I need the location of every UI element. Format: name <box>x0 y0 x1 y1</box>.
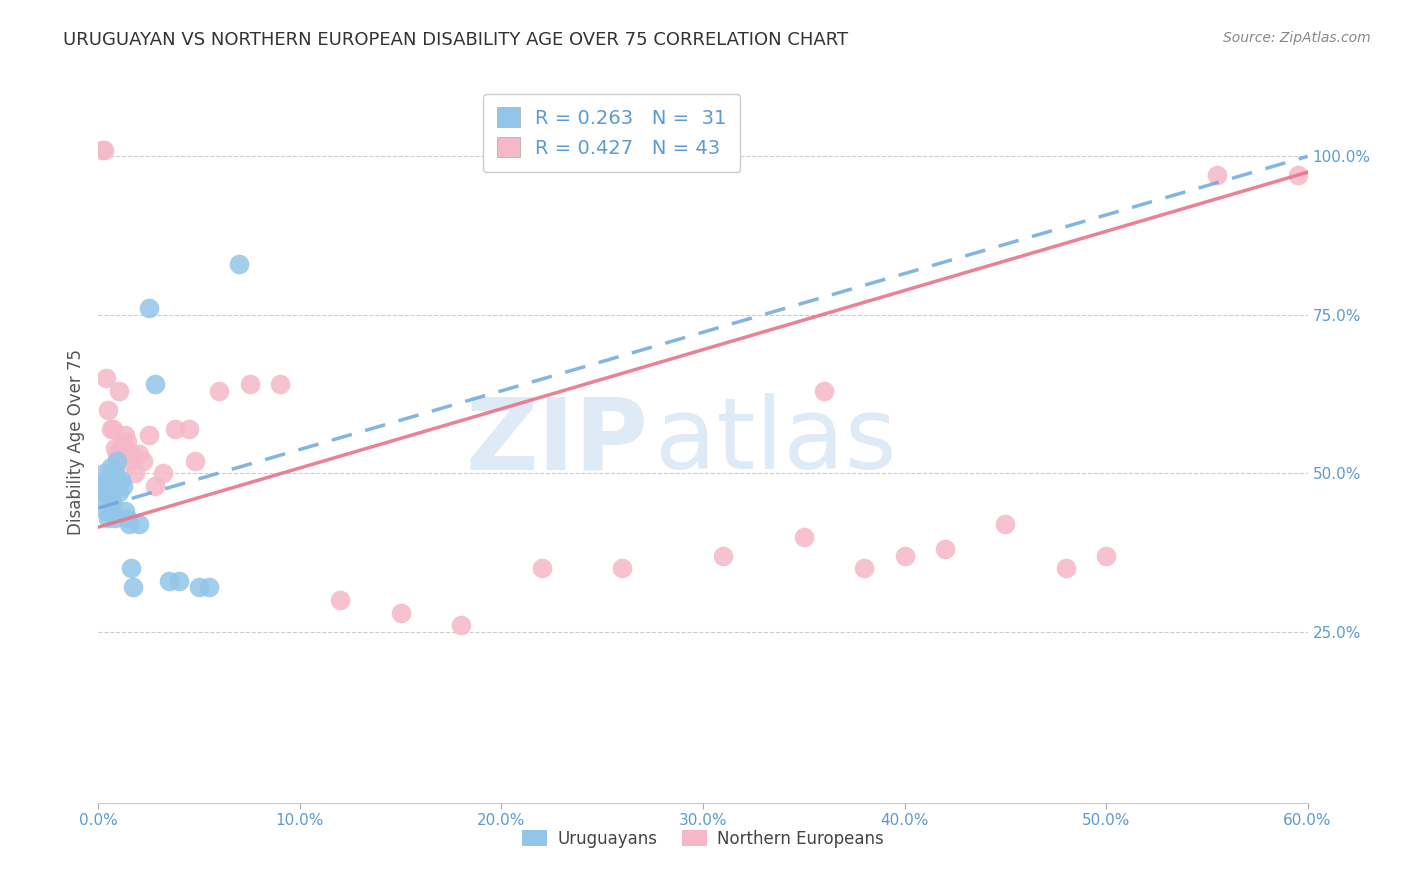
Point <box>208 384 231 398</box>
Point <box>93 467 115 481</box>
Point <box>793 530 815 544</box>
Point <box>101 422 124 436</box>
Point <box>389 606 412 620</box>
Point <box>198 580 221 594</box>
Point <box>89 479 111 493</box>
Point <box>115 434 138 449</box>
Point <box>103 441 125 455</box>
Point <box>93 143 115 157</box>
Point <box>103 467 125 481</box>
Point <box>91 143 114 157</box>
Point <box>329 593 352 607</box>
Point <box>100 422 122 436</box>
Legend: R = 0.263   N =  31, R = 0.427   N = 43: R = 0.263 N = 31, R = 0.427 N = 43 <box>484 94 741 171</box>
Point <box>97 402 120 417</box>
Point <box>239 377 262 392</box>
Point <box>103 510 125 524</box>
Point <box>96 473 118 487</box>
Point <box>114 504 136 518</box>
Point <box>128 516 150 531</box>
Point <box>530 561 553 575</box>
Point <box>107 485 129 500</box>
Point <box>934 542 956 557</box>
Point <box>813 384 835 398</box>
Point <box>91 485 114 500</box>
Point <box>128 447 150 461</box>
Point <box>118 453 141 467</box>
Point <box>1286 169 1309 183</box>
Point <box>167 574 190 588</box>
Point <box>93 491 115 506</box>
Point <box>994 516 1017 531</box>
Point <box>157 574 180 588</box>
Point <box>115 510 138 524</box>
Point <box>138 428 160 442</box>
Point <box>143 377 166 392</box>
Point <box>110 441 132 455</box>
Point <box>138 301 160 316</box>
Text: ZIP: ZIP <box>465 393 648 490</box>
Point <box>101 479 124 493</box>
Point <box>152 467 174 481</box>
Point <box>184 453 207 467</box>
Point <box>228 257 250 271</box>
Point <box>1054 561 1077 575</box>
Point <box>111 434 134 449</box>
Y-axis label: Disability Age Over 75: Disability Age Over 75 <box>66 349 84 534</box>
Point <box>179 422 201 436</box>
Point <box>101 498 124 512</box>
Point <box>124 467 146 481</box>
Point <box>711 549 734 563</box>
Point <box>111 479 134 493</box>
Point <box>1206 169 1229 183</box>
Point <box>107 384 129 398</box>
Point <box>893 549 915 563</box>
Point <box>96 371 118 385</box>
Point <box>120 561 142 575</box>
Point <box>96 504 118 518</box>
Point <box>97 510 120 524</box>
Point <box>114 428 136 442</box>
Point <box>853 561 876 575</box>
Point <box>188 580 211 594</box>
Text: Source: ZipAtlas.com: Source: ZipAtlas.com <box>1223 31 1371 45</box>
Point <box>143 479 166 493</box>
Point <box>450 618 472 632</box>
Point <box>612 561 634 575</box>
Point <box>100 491 122 506</box>
Point <box>163 422 186 436</box>
Point <box>105 453 128 467</box>
Text: atlas: atlas <box>655 393 896 490</box>
Point <box>105 447 128 461</box>
Point <box>132 453 155 467</box>
Point <box>97 485 120 500</box>
Point <box>1095 549 1118 563</box>
Point <box>118 516 141 531</box>
Point <box>269 377 291 392</box>
Point <box>120 447 142 461</box>
Point <box>110 473 132 487</box>
Point <box>100 459 122 474</box>
Point <box>121 580 143 594</box>
Text: URUGUAYAN VS NORTHERN EUROPEAN DISABILITY AGE OVER 75 CORRELATION CHART: URUGUAYAN VS NORTHERN EUROPEAN DISABILIT… <box>63 31 848 49</box>
